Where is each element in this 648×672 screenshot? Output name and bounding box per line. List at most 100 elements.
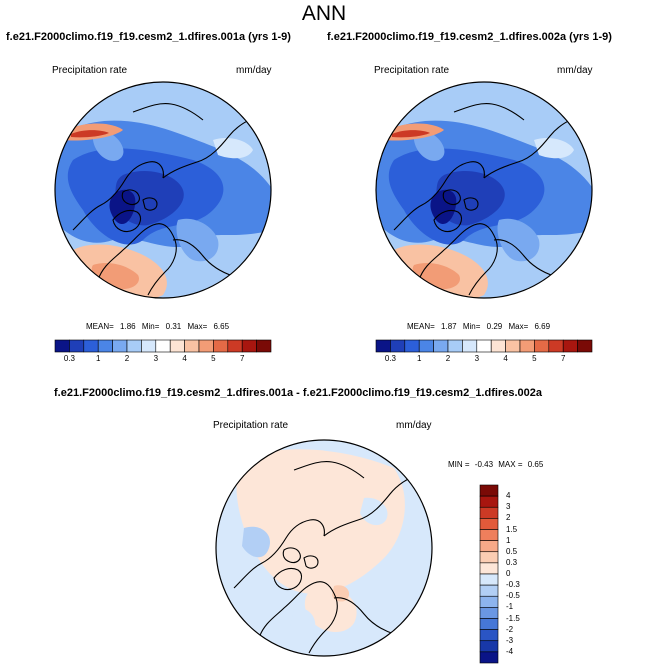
panel2-colorbar-box [562, 339, 578, 353]
diff-min-label: MIN = [448, 460, 470, 469]
diff-colorbar-box [479, 573, 499, 586]
diff-colorbar-box [479, 607, 499, 619]
diff-colorbar-box [479, 484, 499, 497]
diff-colorbar-tick-label: -3 [506, 635, 514, 645]
diff-colorbar-tick-label: 0 [506, 569, 511, 578]
panel2-colorbar-box [490, 339, 506, 353]
figure-title: ANN [301, 2, 347, 25]
field-red [71, 130, 109, 138]
coastline-alaska [453, 103, 525, 121]
diff-colorbar-box [479, 518, 499, 530]
diff-min-value: -0.43 [474, 460, 494, 469]
field-blue-spot-2 [290, 607, 316, 639]
coastline-island-2 [303, 555, 319, 569]
panel1-colorbar-box [54, 339, 70, 353]
coastline-greenland [97, 223, 177, 296]
coastline-greenland [258, 581, 338, 654]
field-darkest-blue [430, 189, 457, 225]
diff-colorbar-tick-label: -1 [506, 602, 514, 612]
panel1-colorbar-box [112, 339, 128, 353]
panel2-colorbar-tick-label: 1 [416, 354, 422, 363]
panel2-max-label: Max= [508, 322, 529, 331]
diff-colorbar-tick-label: -1.5 [506, 613, 520, 623]
field-darkest-blue [109, 189, 136, 225]
panel1-stats: MEAN= 1.86 Min= 0.31 Max= 6.65 [86, 322, 229, 331]
panel2-colorbar-box [447, 339, 463, 353]
coastline-baffin [433, 209, 463, 233]
diff-colorbar-box [479, 551, 499, 564]
panel1-colorbar-labels: 0.3 1 2 3 4 5 7 [55, 354, 271, 366]
panel1-min-value: 0.31 [165, 322, 182, 331]
diff-stats: MIN = -0.43 MAX = 0.65 [448, 460, 543, 469]
diff-colorbar-box [479, 584, 499, 597]
panel2-colorbar-box [505, 339, 521, 353]
panel2-colorbar-box [390, 339, 406, 353]
panel2-colorbar-box [534, 339, 550, 353]
panel2-colorbar-labels: 0.3 1 2 3 4 5 7 [376, 354, 592, 366]
diff-colorbar-box [479, 629, 499, 642]
field-pale-blue-2 [176, 218, 219, 262]
field-pale-orange [236, 449, 405, 594]
panel1-colorbar-tick-label: 3 [153, 354, 159, 363]
panel1-max-value: 6.65 [213, 322, 230, 331]
diff-colorbar-tick-label: 4 [506, 491, 511, 501]
field-red [392, 130, 430, 138]
panel2-colorbar-tick-label: 7 [560, 354, 566, 363]
coastline-island-2 [142, 197, 158, 211]
coastline-siberia [483, 115, 581, 179]
panel1-colorbar-tick-label: 4 [182, 354, 187, 363]
panel1-colorbar-box [213, 339, 229, 353]
panel2-variable: Precipitation rate [374, 65, 450, 76]
panel1-min-label: Min= [141, 322, 160, 331]
panel2-colorbar-box [462, 339, 478, 353]
diff-colorbar-box [479, 595, 499, 608]
panel2-field [376, 82, 592, 298]
panel2-colorbar-tick-label: 3 [474, 354, 480, 363]
panel2-colorbar-tick-label: 2 [445, 354, 451, 363]
coastline-siberia [162, 115, 260, 179]
diff-colorbar-box [479, 540, 499, 553]
panel1-colorbar-box [227, 339, 243, 353]
panel2-colorbar-box [519, 339, 535, 353]
panel2-title: f.e21.F2000climo.f19_f19.cesm2_1.dfires.… [327, 31, 612, 43]
panel2-units: mm/day [557, 65, 593, 76]
diff-colorbar-box [479, 495, 499, 508]
panel2-map-border [375, 81, 593, 299]
diff-colorbar [479, 484, 499, 664]
panel2-mean-value: 1.87 [441, 322, 457, 331]
panel1-colorbar-box [198, 339, 214, 353]
panel1-colorbar-tick-label: 7 [239, 354, 245, 363]
panel2-colorbar-box [418, 339, 434, 353]
panel1-units: mm/day [236, 65, 272, 76]
coastline-siberia [323, 473, 421, 537]
panel1-colorbar-box [169, 339, 185, 353]
panel2-polar-map [375, 81, 593, 299]
field-blue-spot [242, 526, 270, 558]
diff-colorbar-tick-label: 3 [506, 502, 511, 512]
diff-map-border [215, 439, 433, 657]
diff-colorbar-box [479, 618, 499, 630]
panel2-colorbar [375, 339, 593, 353]
diff-colorbar-box [479, 506, 499, 519]
diff-colorbar-tick-label: -0.5 [506, 591, 520, 601]
diff-colorbar-tick-label: -0.3 [506, 580, 520, 590]
panel2-min-value: 0.29 [486, 322, 503, 331]
panel2-colorbar-box [433, 339, 449, 353]
diff-colorbar-tick-label: 1 [506, 535, 511, 545]
diff-colorbar-tick-label: 0.3 [506, 557, 518, 567]
panel1-mean-label: MEAN= [86, 322, 114, 331]
diff-colorbar-box [479, 529, 499, 541]
panel2-min-label: Min= [462, 322, 481, 331]
diff-title: f.e21.F2000climo.f19_f19.cesm2_1.dfires.… [54, 387, 542, 399]
coastline-canada [393, 161, 485, 231]
diff-polar-map [215, 439, 433, 657]
panel1-title: f.e21.F2000climo.f19_f19.cesm2_1.dfires.… [6, 31, 291, 43]
panel1-colorbar-box [97, 339, 113, 353]
coastline-baffin [112, 209, 142, 233]
panel1-colorbar-tick-label: 5 [211, 354, 216, 363]
panel1-colorbar-box [256, 339, 272, 353]
panel1-colorbar-box [184, 339, 200, 353]
panel1-variable: Precipitation rate [52, 65, 128, 76]
panel1-max-label: Max= [187, 322, 208, 331]
coastline-canada [72, 161, 164, 231]
